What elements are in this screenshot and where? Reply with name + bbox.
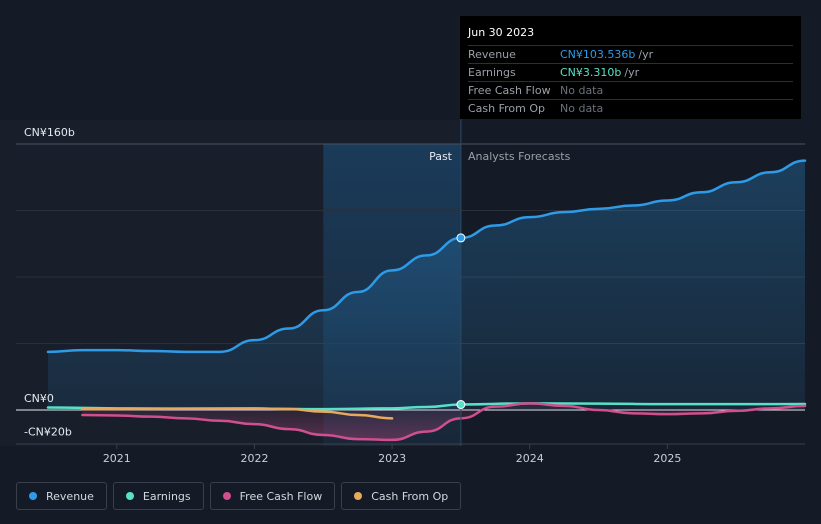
x-tick-label: 2023 bbox=[378, 452, 406, 465]
tooltip-row-earnings: Earnings CN¥3.310b /yr bbox=[468, 63, 793, 81]
x-tick-label: 2024 bbox=[516, 452, 544, 465]
tooltip-label: Free Cash Flow bbox=[468, 84, 551, 97]
y-tick-label: CN¥160b bbox=[24, 126, 75, 139]
legend-dot-icon bbox=[29, 492, 37, 500]
tooltip-row-cash-from-op: Cash From Op No data bbox=[468, 99, 793, 117]
tooltip-rows: Revenue CN¥103.536b /yr Earnings CN¥3.31… bbox=[468, 45, 793, 117]
tooltip-value: CN¥103.536b bbox=[560, 48, 636, 61]
legend-label: Cash From Op bbox=[371, 489, 449, 503]
free-cash-flow-line bbox=[81, 402, 807, 442]
hover-markers bbox=[456, 233, 466, 410]
x-tick-label: 2022 bbox=[240, 452, 268, 465]
x-axis-labels: 2021 2022 2023 2024 2025 bbox=[103, 444, 681, 465]
x-tick-label: 2021 bbox=[103, 452, 131, 465]
tooltip-unit: /yr bbox=[624, 66, 640, 79]
tooltip-value: No data bbox=[560, 102, 604, 115]
tooltip-value: No data bbox=[560, 84, 604, 97]
x-tick-label: 2025 bbox=[653, 452, 681, 465]
cash-from-op-line bbox=[81, 407, 394, 420]
tooltip-row-revenue: Revenue CN¥103.536b /yr bbox=[468, 45, 793, 63]
y-tick-label: -CN¥20b bbox=[24, 425, 72, 438]
legend-dot-icon bbox=[222, 492, 231, 500]
y-axis-labels: CN¥160b CN¥0 -CN¥20b bbox=[24, 126, 75, 438]
revenue-area bbox=[48, 160, 805, 410]
series-lines bbox=[46, 159, 807, 442]
tooltip-label: Earnings bbox=[468, 66, 516, 79]
legend-label: Free Cash Flow bbox=[239, 489, 323, 503]
earnings-hover-marker bbox=[456, 400, 466, 410]
legend-item-earnings[interactable]: Earnings bbox=[112, 482, 204, 510]
tooltip-unit: /yr bbox=[638, 48, 654, 61]
y-tick-label: CN¥0 bbox=[24, 392, 54, 405]
forecast-label: Analysts Forecasts bbox=[468, 150, 571, 163]
revenue-line bbox=[46, 159, 807, 354]
legend-label: Revenue bbox=[46, 489, 94, 503]
legend-dot-icon bbox=[354, 492, 363, 500]
legend-label: Earnings bbox=[142, 489, 191, 503]
revenue-hover-marker bbox=[456, 233, 466, 243]
past-label: Past bbox=[429, 150, 453, 163]
tooltip: Jun 30 2023 Revenue CN¥103.536b /yr Earn… bbox=[460, 16, 801, 119]
legend-dot-icon bbox=[125, 492, 134, 500]
legend-item-revenue[interactable]: Revenue bbox=[16, 482, 107, 510]
tooltip-label: Cash From Op bbox=[468, 102, 546, 115]
tooltip-value: CN¥3.310b bbox=[560, 66, 622, 79]
legend-item-cash-from-op[interactable]: Cash From Op bbox=[341, 482, 462, 510]
tooltip-row-free-cash-flow: Free Cash Flow No data bbox=[468, 81, 793, 99]
tooltip-date: Jun 30 2023 bbox=[468, 26, 535, 39]
tooltip-label: Revenue bbox=[468, 48, 516, 61]
legend-item-free-cash-flow[interactable]: Free Cash Flow bbox=[209, 482, 336, 510]
legend: Revenue Earnings Free Cash Flow Cash Fro… bbox=[16, 482, 462, 510]
